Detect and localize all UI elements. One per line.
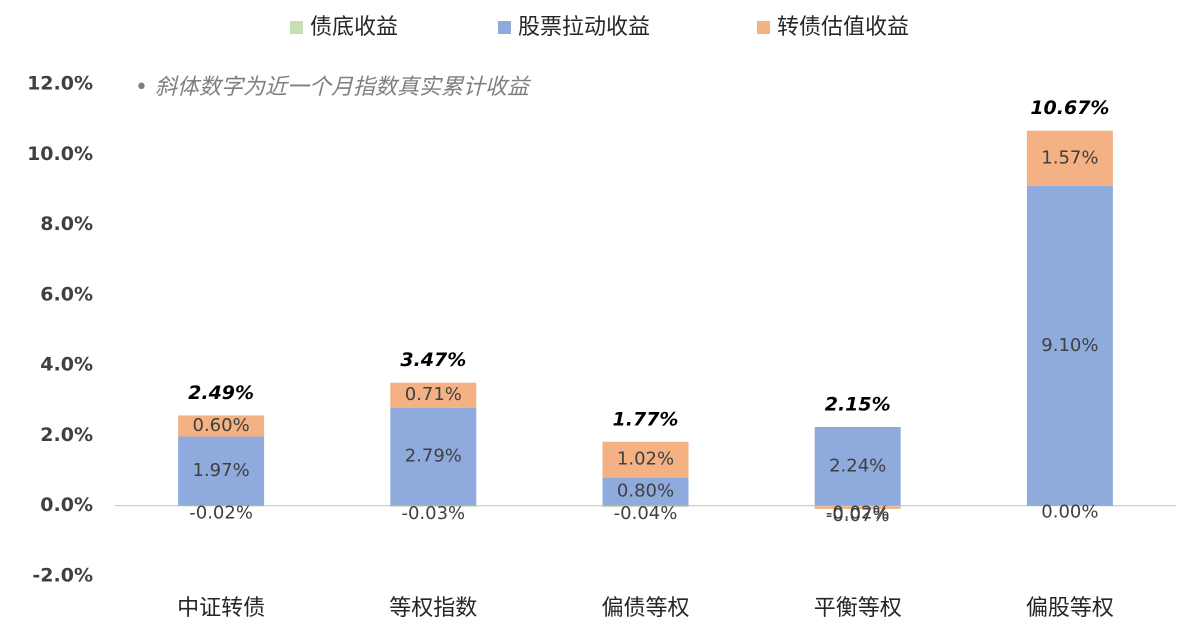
total-label: 1.77%: [613, 408, 679, 430]
y-tick-label: 10.0%: [27, 143, 93, 165]
value-label: 9.10%: [1041, 335, 1098, 356]
bar-segment: [390, 382, 477, 408]
value-label: 0.60%: [193, 415, 250, 436]
value-label: 2.79%: [405, 446, 462, 467]
bar-segment: [602, 477, 689, 506]
value-label: 2.24%: [829, 455, 886, 476]
bar-segment: [390, 407, 477, 506]
value-label: -0.03%: [401, 503, 465, 524]
bar-segment: [814, 426, 901, 506]
total-label: 10.67%: [1030, 97, 1109, 119]
y-tick-label: 6.0%: [40, 283, 93, 305]
total-label: 2.15%: [825, 393, 891, 415]
bar-segment: [1026, 185, 1113, 506]
value-label: 1.02%: [617, 449, 674, 470]
legend-swatch: [498, 21, 511, 34]
value-label: 0.80%: [617, 481, 674, 502]
y-tick-label: 12.0%: [27, 73, 93, 95]
value-label: 0.00%: [1041, 502, 1098, 523]
annotation: • 斜体数字为近一个月指数真实累计收益: [135, 75, 532, 100]
value-label: -0.07%: [826, 505, 890, 526]
y-tick-label: -2.0%: [32, 565, 93, 587]
bar-segment: [814, 505, 901, 507]
value-label: -0.04%: [614, 503, 678, 524]
bar-segment: [178, 436, 265, 506]
legend-swatch: [290, 21, 303, 34]
x-tick-label: 平衡等权: [814, 596, 902, 621]
y-tick-label: 0.0%: [40, 494, 93, 516]
bar-segment: [390, 505, 477, 507]
legend-label: 债底收益: [310, 15, 398, 40]
bar-segment: [602, 505, 689, 508]
value-label: 0.71%: [405, 384, 462, 405]
value-label: 1.97%: [193, 460, 250, 481]
total-label: 3.47%: [400, 349, 466, 371]
x-tick-label: 偏股等权: [1026, 596, 1114, 621]
legend-label: 转债估值收益: [777, 15, 909, 40]
bar-segment: [602, 441, 689, 478]
bar-segment: [178, 505, 265, 507]
x-tick-label: 中证转债: [177, 596, 265, 621]
bar-segment: [1026, 130, 1113, 186]
value-label: -0.02%: [189, 502, 253, 523]
bar-segment: [814, 506, 901, 509]
bar-segment: [178, 415, 265, 437]
y-tick-label: 4.0%: [40, 354, 93, 376]
x-tick-label: 等权指数: [389, 596, 477, 621]
x-tick-label: 偏债等权: [601, 596, 689, 621]
y-tick-label: 2.0%: [40, 424, 93, 446]
total-label: 2.49%: [188, 382, 254, 404]
y-tick-label: 8.0%: [40, 213, 93, 235]
legend-label: 股票拉动收益: [518, 15, 650, 40]
value-label: -0.02%: [826, 502, 890, 523]
value-label: 1.57%: [1041, 147, 1098, 168]
legend-swatch: [757, 21, 770, 34]
